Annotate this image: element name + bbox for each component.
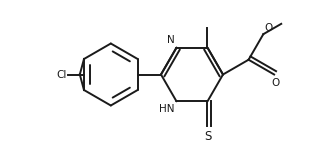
Text: HN: HN [159, 104, 174, 114]
Text: N: N [167, 35, 175, 45]
Text: O: O [264, 23, 273, 33]
Text: S: S [204, 130, 211, 143]
Text: O: O [271, 78, 280, 88]
Text: Cl: Cl [56, 69, 66, 80]
